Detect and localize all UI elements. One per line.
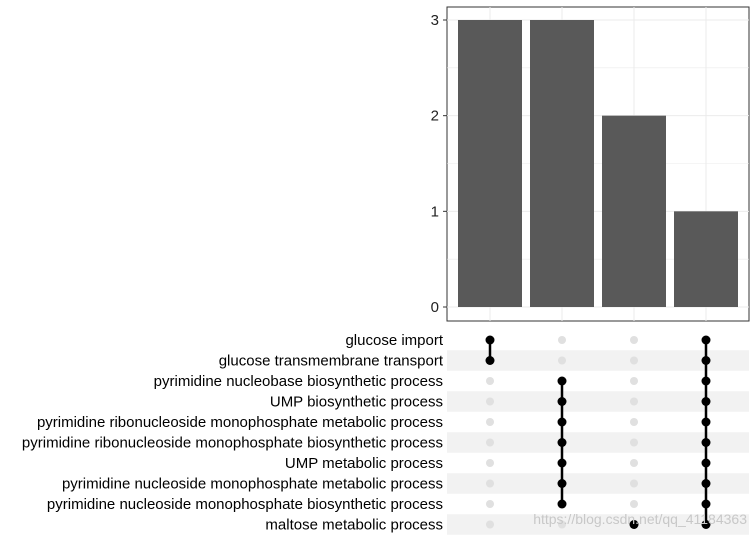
set-label: pyrimidine nucleoside monophosphate meta… [62, 476, 443, 493]
matrix-dot-inactive [630, 397, 638, 406]
set-label: pyrimidine nucleobase biosynthetic proce… [154, 373, 443, 390]
bars [458, 20, 738, 308]
matrix-dot-active [557, 438, 567, 447]
set-label: pyrimidine nucleoside monophosphate bios… [47, 496, 443, 513]
bar [458, 20, 522, 307]
matrix-stripe [447, 432, 749, 453]
set-label: UMP biosynthetic process [270, 394, 443, 411]
matrix-dot-inactive [486, 377, 494, 385]
matrix-dot-inactive [630, 500, 638, 508]
matrix-dot-active [701, 520, 711, 529]
matrix-dot-inactive [630, 336, 638, 344]
matrix-dot-active [557, 458, 567, 468]
matrix-dot-active [557, 397, 567, 406]
y-tick-label: 2 [431, 108, 439, 125]
matrix-dot-inactive [630, 479, 638, 488]
matrix-dot-inactive [558, 520, 566, 529]
matrix-dot-inactive [630, 418, 638, 426]
matrix-dot-active [701, 417, 711, 427]
set-label: UMP metabolic process [285, 455, 443, 472]
matrix-dot-inactive [486, 459, 494, 467]
matrix-dot-inactive [558, 336, 566, 344]
matrix-dot-active [701, 458, 711, 468]
matrix-dot-inactive [558, 356, 566, 365]
y-tick-label: 3 [431, 12, 439, 29]
matrix-dot-active [629, 520, 639, 529]
matrix-stripe [447, 514, 749, 535]
bar [530, 20, 594, 307]
matrix-dot-active [701, 397, 711, 406]
set-label: pyrimidine ribonucleoside monophosphate … [22, 435, 443, 452]
set-label: pyrimidine ribonucleoside monophosphate … [37, 414, 443, 431]
matrix-stripe [447, 473, 749, 494]
matrix-dot-active [701, 335, 711, 345]
matrix-dot-inactive [486, 438, 494, 447]
matrix-dot-active [701, 376, 711, 386]
matrix-dot-inactive [486, 397, 494, 406]
matrix-dot-inactive [630, 356, 638, 365]
matrix-dot-active [701, 479, 711, 488]
matrix-dot-inactive [486, 520, 494, 529]
set-labels: glucose import glucose transmembrane tran… [22, 332, 444, 534]
matrix-stripe [447, 350, 749, 371]
matrix-dot-inactive [630, 438, 638, 447]
y-tick-label: 1 [431, 203, 439, 220]
matrix-dot-active [557, 479, 567, 488]
bar [674, 211, 738, 307]
matrix-dot-inactive [486, 479, 494, 488]
matrix-stripes [447, 350, 749, 535]
matrix-dot-inactive [486, 418, 494, 426]
matrix-dot-active [485, 335, 495, 345]
y-tick-label: 0 [431, 299, 439, 316]
y-axis: 0 1 2 3 [431, 12, 447, 316]
set-label: glucose transmembrane transport [219, 353, 444, 370]
matrix-dot-active [557, 417, 567, 427]
matrix-dot-active [557, 376, 567, 386]
matrix-dot-inactive [630, 377, 638, 385]
matrix-dot-active [485, 356, 495, 365]
matrix-dot-inactive [630, 459, 638, 467]
matrix-dots [485, 335, 711, 529]
set-label: maltose metabolic process [265, 517, 443, 534]
bar [602, 115, 666, 308]
watermark: https://blog.csdn.net/qq_41184363 [533, 511, 747, 527]
matrix-dot-active [557, 499, 567, 509]
matrix-dot-inactive [486, 500, 494, 508]
matrix-dot-active [701, 356, 711, 365]
matrix-stripe [447, 391, 749, 412]
matrix-dot-active [701, 438, 711, 447]
matrix-dot-active [701, 499, 711, 509]
set-label: glucose import [345, 332, 443, 349]
